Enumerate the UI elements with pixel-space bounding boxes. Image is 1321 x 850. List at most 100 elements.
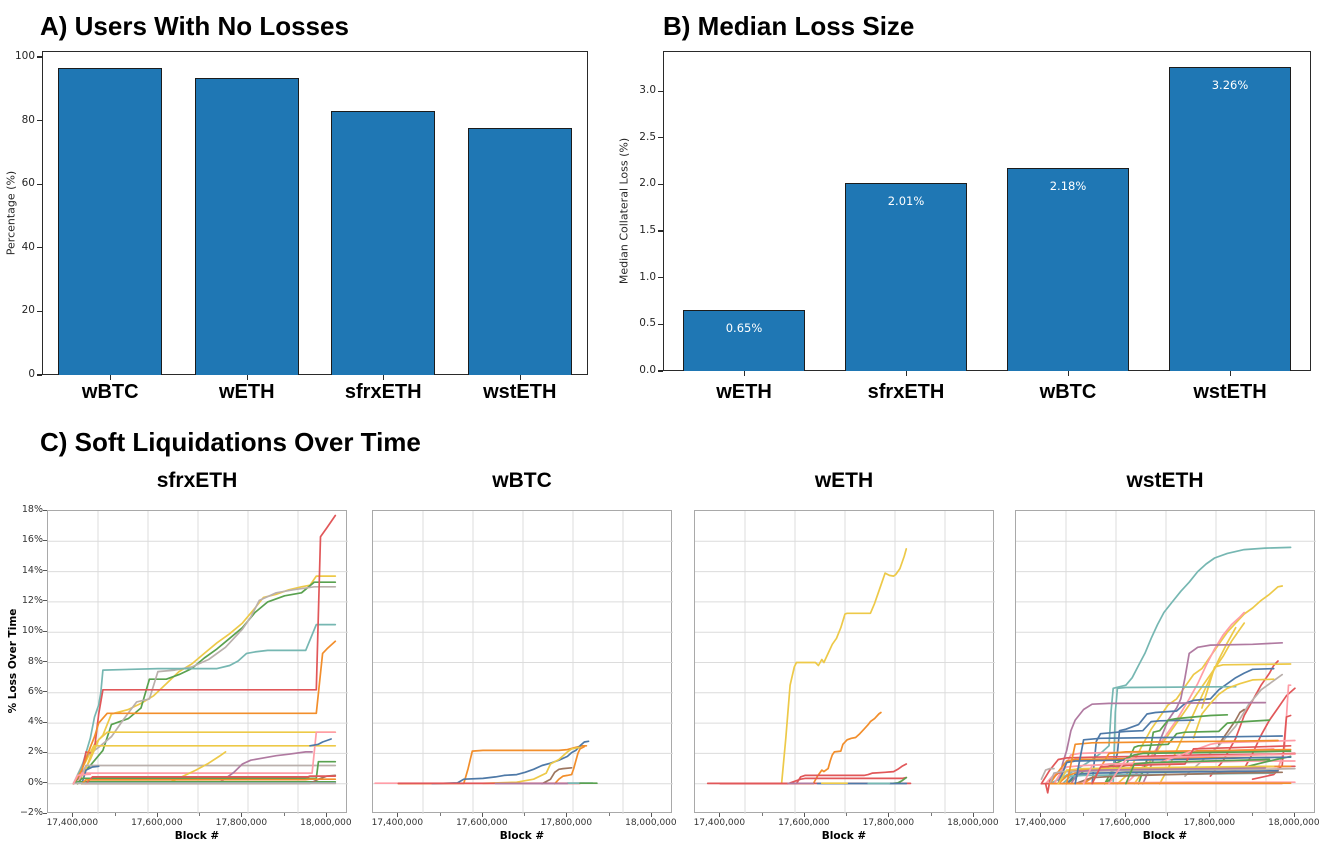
y-axis-tick <box>43 782 47 784</box>
x-axis-minor-tick <box>524 813 526 816</box>
y-axis-tick-label: 10% <box>21 625 43 637</box>
x-axis-tick <box>72 813 74 817</box>
y-axis-tick-label: 2% <box>27 746 43 758</box>
x-axis-tick-label: 18,000,000 <box>1268 818 1320 828</box>
series-line-green <box>1125 758 1271 785</box>
x-axis-tick-label: 17,400,000 <box>46 818 99 828</box>
subplot-title-wsteth: wstETH <box>1126 469 1204 492</box>
x-axis-minor-tick <box>1082 813 1084 816</box>
y-axis-tick <box>43 570 47 572</box>
panel-b-title: B) Median Loss Size <box>663 11 915 41</box>
panel-a-title: A) Users With No Losses <box>40 11 349 41</box>
x-category-label: sfrxETH <box>344 381 422 403</box>
y-axis-tick-label: 0 <box>28 368 35 380</box>
bar-value-label: 3.26% <box>1211 77 1249 92</box>
x-axis-tick <box>1230 371 1232 376</box>
y-axis-tick <box>658 370 663 372</box>
series-line-pink <box>72 773 92 785</box>
plot-frame <box>42 51 588 375</box>
x-axis-minor-tick <box>1251 813 1253 816</box>
y-axis-tick-label: 60 <box>21 177 35 190</box>
x-axis-tick <box>1040 813 1042 817</box>
x-axis-tick <box>906 371 908 376</box>
x-axis-tick-label: 17,400,000 <box>371 818 424 828</box>
series-line-blue <box>80 765 100 785</box>
y-axis-tick <box>43 539 47 541</box>
x-axis-tick <box>1209 813 1211 817</box>
subplot-plot-area-wstETH <box>1015 510 1316 814</box>
bar-wBTC <box>1007 167 1129 371</box>
x-axis-tick <box>1293 813 1295 817</box>
subplot-title-wbtc: wBTC <box>492 469 552 492</box>
y-axis-tick <box>43 812 47 814</box>
x-axis-tick <box>888 813 890 817</box>
bar-wETH <box>683 310 805 371</box>
series-line-gray <box>1040 767 1055 781</box>
x-axis-tick <box>972 813 974 817</box>
x-axis-tick-label: 17,800,000 <box>540 818 593 828</box>
y-axis-tick-label: 0.5 <box>639 317 656 330</box>
series-line-orange <box>72 640 337 785</box>
x-axis-minor-tick <box>439 813 441 816</box>
series-line-gray <box>76 764 337 785</box>
series-line-orange <box>1065 739 1279 785</box>
x-axis-minor-tick <box>114 813 116 816</box>
subplot-x-axis-label-wbtc: Block # <box>499 830 545 842</box>
x-axis-tick <box>481 813 483 817</box>
bar-wETH <box>194 78 299 375</box>
y-axis-tick <box>37 183 42 185</box>
x-axis-tick <box>650 813 652 817</box>
y-axis-tick <box>43 630 47 632</box>
line-chart-wETH <box>695 511 995 814</box>
bar-value-label: 2.18% <box>1049 178 1087 193</box>
y-axis-tick-label: 100 <box>14 50 35 63</box>
series-line-red <box>1091 744 1292 785</box>
y-axis-tick-label: −2% <box>19 807 43 818</box>
y-axis-tick <box>37 56 42 58</box>
y-axis-tick <box>43 509 47 511</box>
series-line-blue <box>1074 735 1284 785</box>
series-line-brown <box>1074 771 1284 785</box>
series-line-gray <box>72 585 337 785</box>
bar-sfrxETH <box>845 183 967 371</box>
panel-b-y-axis-label: Median Collateral Loss (%) <box>617 137 631 285</box>
y-axis-tick-label: 2.5 <box>639 130 656 143</box>
x-axis-tick-label: 17,600,000 <box>778 818 830 828</box>
x-axis-tick <box>383 375 385 380</box>
line-chart-wBTC <box>373 511 673 814</box>
y-axis-tick-label: 18% <box>21 504 43 515</box>
x-axis-tick-label: 17,800,000 <box>1183 818 1236 828</box>
y-axis-tick <box>43 751 47 753</box>
x-axis-tick <box>719 813 721 817</box>
x-axis-tick-label: 18,000,000 <box>625 818 677 828</box>
bar-wstETH <box>1169 66 1291 371</box>
y-axis-tick-label: 4% <box>27 716 43 728</box>
line-chart-sfrxETH <box>48 511 348 814</box>
series-line-yellow <box>482 746 581 785</box>
y-axis-tick <box>658 90 663 92</box>
series-line-blue <box>431 740 590 785</box>
x-axis-tick-label: 17,400,000 <box>693 818 746 828</box>
y-axis-tick <box>43 661 47 662</box>
x-axis-minor-tick <box>1167 813 1169 816</box>
x-axis-tick <box>110 375 112 380</box>
y-axis-tick <box>658 137 663 139</box>
y-axis-tick-label: 3.0 <box>639 84 656 97</box>
y-axis-tick <box>43 721 47 723</box>
y-axis-tick-label: 20 <box>21 304 35 317</box>
series-line-orange <box>1048 782 1292 785</box>
x-axis-tick-label: 17,600,000 <box>1099 818 1151 828</box>
y-axis-tick <box>37 310 42 312</box>
x-axis-tick-label: 17,400,000 <box>1014 818 1067 828</box>
x-category-label: wstETH <box>1193 381 1267 403</box>
y-axis-tick-label: 12% <box>21 594 43 606</box>
x-category-label: wETH <box>218 381 275 403</box>
series-line-teal <box>1112 685 1237 785</box>
series-line-red <box>787 776 908 785</box>
x-axis-tick-label: 17,600,000 <box>456 818 508 828</box>
y-axis-tick-label: 2.0 <box>639 177 656 190</box>
series-line-teal <box>72 623 337 785</box>
x-axis-tick <box>566 813 568 817</box>
subplot-x-axis-label-wsteth: Block # <box>1142 830 1188 842</box>
